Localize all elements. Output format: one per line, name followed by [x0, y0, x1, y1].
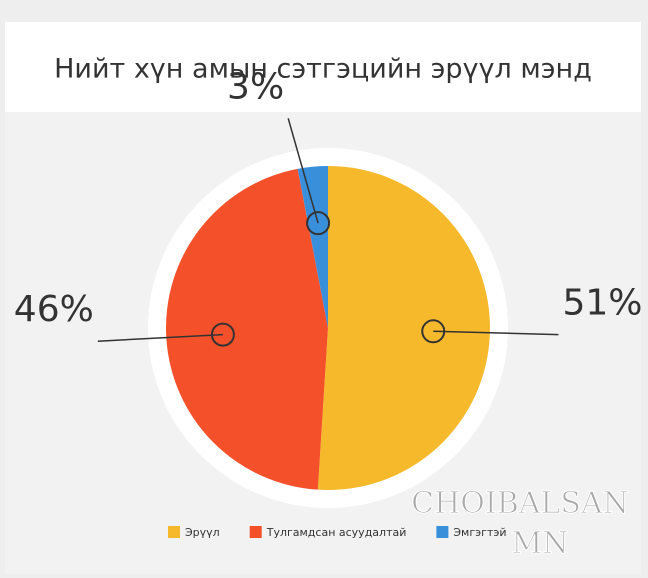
watermark: CHOIBALSAN [411, 486, 629, 521]
leader-marker [306, 211, 331, 236]
leader-line [433, 330, 559, 336]
pie-slice [317, 166, 490, 490]
data-label: 46% [14, 289, 94, 330]
leader-marker [210, 322, 235, 347]
legend-swatch [249, 526, 262, 538]
pie-slice [165, 168, 328, 490]
pie-slice [297, 165, 328, 328]
leader-marker [421, 319, 446, 344]
data-label: 51% [562, 283, 642, 324]
leader-line [287, 118, 319, 224]
legend-label: Эрүүл [185, 526, 220, 539]
leader-line [97, 333, 223, 342]
legend-swatch [436, 526, 449, 538]
data-label: 3% [227, 66, 284, 107]
title-box [5, 22, 641, 112]
legend-swatch [168, 526, 180, 538]
legend-label: Тулгамдсан асуудалтай [266, 526, 407, 539]
watermark: MN [512, 526, 569, 561]
legend-label: Эмгэгтэй [453, 526, 506, 539]
chart-title: Нийт хүн амын сэтгэцийн эрүүл мэнд [54, 54, 592, 85]
